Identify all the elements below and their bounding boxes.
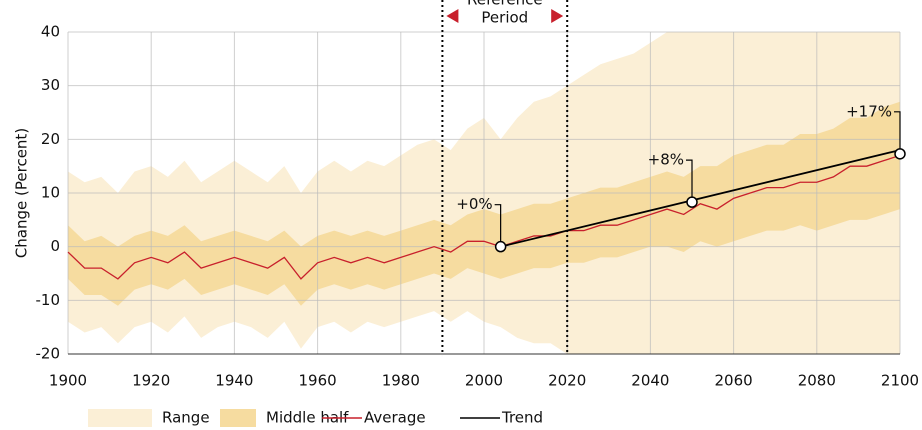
x-tick-label: 2000 [465,372,503,390]
annotation-marker [686,196,698,208]
y-tick-label: 10 [41,184,60,202]
legend-label: Trend [501,409,543,427]
y-tick-label: 40 [41,23,60,41]
legend-label: Average [364,409,426,427]
line [67,154,901,280]
band-area [68,101,900,306]
reference-label: Period [481,9,528,27]
legend-label: Middle half [266,409,349,427]
x-tick-label: 1960 [299,372,337,390]
x-tick-label: 1920 [132,372,170,390]
annotation-label: +0% [456,195,492,213]
x-tick-label: 2080 [798,372,836,390]
arrow-left [446,9,459,23]
annotation-marker [494,240,507,253]
x-tick-label: 2060 [715,372,753,390]
x-tick-label: 2020 [548,372,586,390]
legend-swatch [220,409,256,427]
x-tick-label: 1980 [382,372,420,390]
arrow-right [551,9,564,23]
x-tick-label: 1940 [215,372,253,390]
legend-swatch [88,409,152,427]
y-tick-label: -10 [36,291,61,309]
y-tick-label: -20 [36,345,61,363]
x-tick-label: 2040 [631,372,669,390]
annotation-leader [686,159,693,203]
annotation-label: +8% [648,151,684,169]
annotation-leader [894,111,901,154]
x-tick-label: 2100 [881,372,919,390]
annotation-label: +17% [846,102,892,120]
y-tick-label: 20 [41,130,60,148]
annotation-marker [894,148,906,160]
reference-label: Reference [467,0,543,9]
annotation-leader [494,204,502,247]
legend-label: Range [162,409,210,427]
y-tick-label: 0 [50,237,60,255]
y-tick-label: 30 [41,76,60,94]
y-axis-label: Change (Percent) [13,128,31,258]
x-tick-label: 1900 [49,372,87,390]
